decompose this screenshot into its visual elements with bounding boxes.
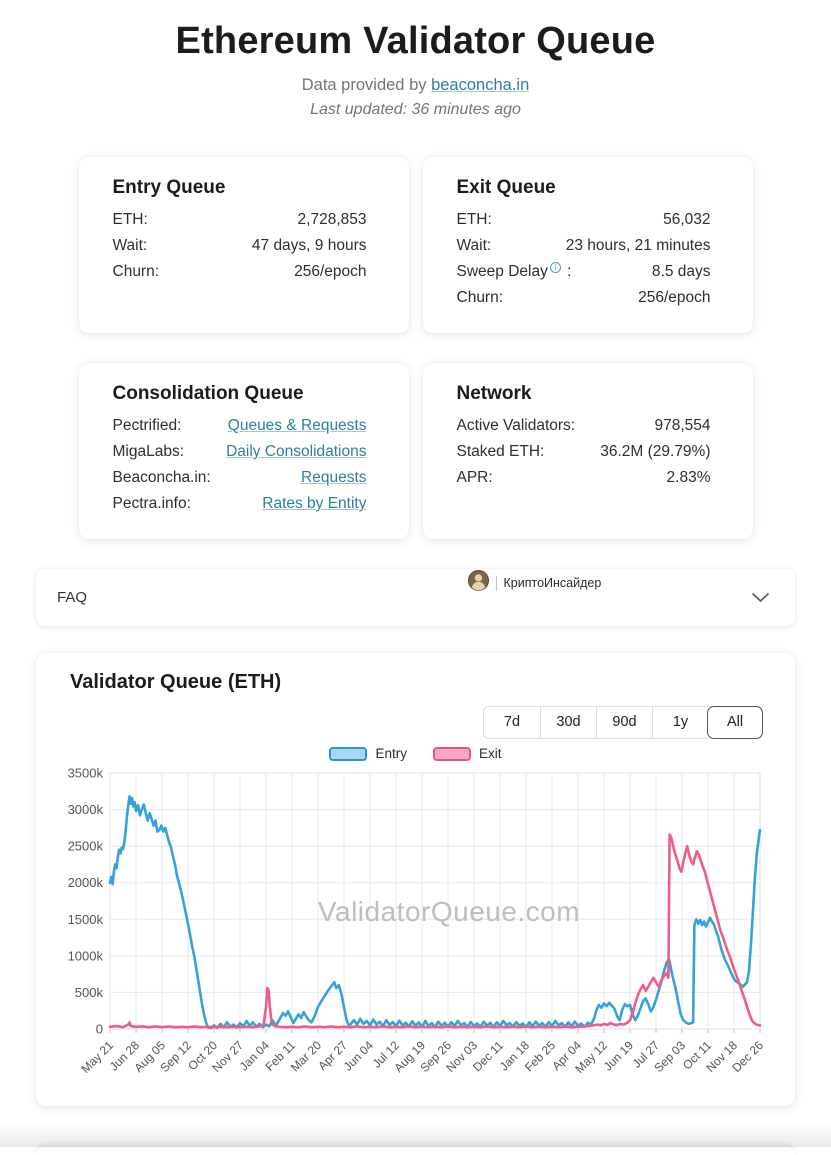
svg-text:Jun 04: Jun 04: [341, 1038, 377, 1074]
pectrified-link[interactable]: Queues & Requests: [227, 417, 367, 434]
exit-legend-label: Exit: [479, 746, 502, 761]
page-title: Ethereum Validator Queue: [175, 20, 656, 62]
pectra-info-link[interactable]: Rates by Entity: [262, 495, 367, 512]
watermark-badge: КриптоИнсайдер: [467, 570, 602, 596]
page-header: Ethereum Validator Queue Data provided b…: [0, 0, 831, 119]
stat-label: Wait:: [456, 237, 492, 254]
svg-text:May 21: May 21: [78, 1038, 116, 1076]
stat-label: Churn:: [456, 289, 504, 306]
chevron-down-icon[interactable]: [751, 592, 795, 603]
consolidation-queue-card: Consolidation Queue Pectrified: Queues & …: [78, 363, 409, 539]
stat-row: ETH: 2,728,853: [113, 207, 367, 233]
faq-label: FAQ: [57, 589, 88, 606]
stat-label: Sweep Delay i :: [456, 261, 572, 280]
stat-value: 23 hours, 21 minutes: [565, 237, 711, 254]
network-title: Network: [456, 383, 532, 404]
stat-value: 47 days, 9 hours: [251, 237, 367, 254]
last-updated: Last updated: 36 minutes ago: [310, 101, 521, 118]
svg-text:1500k: 1500k: [68, 912, 104, 927]
stat-row: Pectrified: Queues & Requests: [113, 413, 367, 439]
svg-text:2500k: 2500k: [68, 839, 104, 854]
network-card: Network Active Validators: 978,554 Staked…: [422, 363, 753, 539]
beaconchain-requests-link[interactable]: Requests: [301, 469, 367, 486]
badge-divider: [495, 575, 497, 591]
stat-row: Pectra.info: Rates by Entity: [113, 491, 367, 517]
stat-row: Churn: 256/epoch: [457, 285, 711, 311]
stat-label: Churn:: [112, 263, 160, 280]
stat-row: Beaconcha.in: Requests: [113, 465, 367, 491]
stat-value: 36.2M (29.79%): [600, 443, 711, 460]
range-button-90d[interactable]: 90d: [596, 707, 652, 738]
exit-queue-card: Exit Queue ETH: 56,032 Wait: 23 hours, 21 …: [422, 157, 753, 333]
stat-value: 256/epoch: [638, 289, 711, 306]
legend-item-exit[interactable]: Exit: [433, 746, 502, 761]
stat-row: APR: 2.83%: [457, 465, 711, 491]
beaconchain-link[interactable]: beaconcha.in: [431, 76, 530, 94]
chart-legend: Entry Exit: [36, 746, 795, 761]
svg-text:Jun 19: Jun 19: [601, 1038, 637, 1074]
entry-queue-title: Entry Queue: [112, 177, 226, 198]
stat-value: 256/epoch: [294, 263, 367, 280]
legend-item-entry[interactable]: Entry: [329, 746, 407, 761]
svg-text:3000k: 3000k: [68, 802, 104, 817]
next-card-top-edge: [36, 1147, 795, 1155]
svg-text:1000k: 1000k: [68, 948, 104, 963]
avatar: [467, 570, 489, 596]
stat-row: ETH: 56,032: [457, 207, 711, 233]
stat-value: 978,554: [654, 417, 711, 434]
range-button-30d[interactable]: 30d: [540, 707, 596, 738]
svg-text:0: 0: [96, 1022, 103, 1037]
stat-value: 8.5 days: [651, 263, 711, 280]
migalabs-link[interactable]: Daily Consolidations: [226, 443, 367, 460]
validator-queue-chart-card: Validator Queue (ETH) 7d 30d 90d 1y All …: [36, 653, 795, 1106]
exit-queue-title: Exit Queue: [456, 177, 556, 198]
stat-value: 2,728,853: [297, 211, 367, 228]
section-gap: [0, 1125, 831, 1147]
stat-label: Wait:: [112, 237, 148, 254]
stat-label: Beaconcha.in:: [112, 469, 211, 486]
stat-row: Active Validators: 978,554: [457, 413, 711, 439]
stat-row: Churn: 256/epoch: [113, 259, 367, 285]
stat-value: 2.83%: [666, 469, 711, 486]
stat-label: Pectrified:: [112, 417, 182, 434]
svg-text:ValidatorQueue.com: ValidatorQueue.com: [318, 896, 580, 927]
entry-legend-label: Entry: [375, 746, 407, 761]
range-button-group: 7d 30d 90d 1y All: [483, 706, 763, 739]
queue-chart[interactable]: 0 500k 1000k 1500k 2000k 2500k 3000k 3500k May 2…: [46, 761, 786, 1103]
stat-label: APR:: [456, 469, 493, 486]
stat-row: Staked ETH: 36.2M (29.79%): [457, 439, 711, 465]
stat-label: Pectra.info:: [112, 495, 191, 512]
faq-section: FAQ КриптоИнсайдер: [36, 569, 795, 626]
range-button-all[interactable]: All: [707, 706, 763, 739]
stat-label: MigaLabs:: [112, 443, 185, 460]
svg-text:2000k: 2000k: [68, 875, 104, 890]
entry-queue-card: Entry Queue ETH: 2,728,853 Wait: 47 days, …: [78, 157, 409, 333]
svg-text:3500k: 3500k: [68, 766, 104, 781]
faq-accordion-header[interactable]: FAQ: [36, 569, 795, 626]
chart-title: Validator Queue (ETH): [70, 671, 282, 693]
stat-row: Sweep Delay i : 8.5 days: [457, 259, 711, 285]
stat-label: ETH:: [456, 211, 492, 228]
info-icon[interactable]: i: [549, 261, 561, 273]
subtitle-prefix: Data provided by: [301, 76, 432, 94]
stat-row: MigaLabs: Daily Consolidations: [113, 439, 367, 465]
badge-text: КриптоИнсайдер: [503, 576, 602, 590]
entry-legend-swatch: [329, 746, 368, 761]
range-button-7d[interactable]: 7d: [484, 707, 540, 738]
exit-legend-swatch: [433, 746, 471, 761]
stat-row: Wait: 47 days, 9 hours: [113, 233, 367, 259]
stat-label: Active Validators:: [456, 417, 576, 434]
stat-label: ETH:: [112, 211, 148, 228]
stat-row: Wait: 23 hours, 21 minutes: [457, 233, 711, 259]
stat-value: 56,032: [663, 211, 711, 228]
stats-grid: Entry Queue ETH: 2,728,853 Wait: 47 days, …: [78, 157, 753, 539]
stat-label: Staked ETH:: [456, 443, 545, 460]
svg-text:500k: 500k: [75, 985, 104, 1000]
range-button-1y[interactable]: 1y: [652, 707, 708, 738]
consolidation-queue-title: Consolidation Queue: [112, 383, 304, 404]
data-provider-line: Data provided by beaconcha.in: [0, 76, 831, 95]
